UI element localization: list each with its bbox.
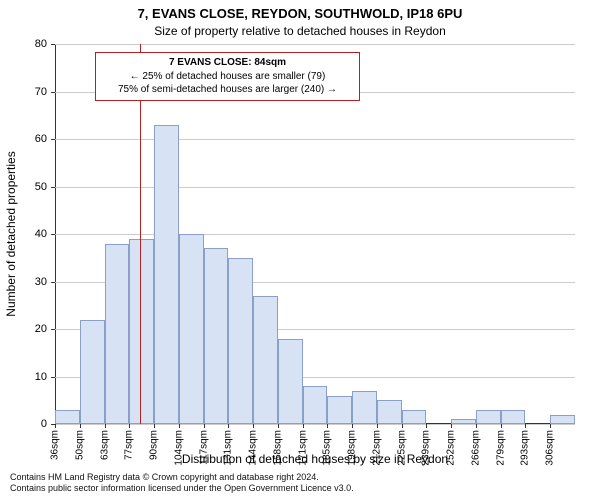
histogram-bar	[179, 234, 204, 424]
ytick-label: 20	[23, 323, 47, 335]
xtick-mark	[476, 424, 477, 428]
x-axis-label: Distribution of detached houses by size …	[55, 452, 575, 466]
info-box-line-smaller: ← 25% of detached houses are smaller (79…	[102, 70, 353, 84]
ytick-label: 0	[23, 418, 47, 430]
ytick-label: 80	[23, 38, 47, 50]
ytick-label: 60	[23, 133, 47, 145]
ytick-label: 70	[23, 86, 47, 98]
ytick-label: 50	[23, 181, 47, 193]
xtick-mark	[204, 424, 205, 428]
xtick-mark	[426, 424, 427, 428]
xtick-mark	[129, 424, 130, 428]
xtick-mark	[303, 424, 304, 428]
plot-area: 0102030405060708036sqm50sqm63sqm77sqm90s…	[55, 44, 575, 424]
info-box-line-larger: 75% of semi-detached houses are larger (…	[102, 83, 353, 97]
histogram-bar	[253, 296, 278, 424]
histogram-bar	[303, 386, 328, 424]
xtick-mark	[402, 424, 403, 428]
histogram-bar	[228, 258, 253, 424]
ytick-mark	[51, 329, 55, 330]
ytick-mark	[51, 187, 55, 188]
ytick-mark	[51, 234, 55, 235]
xtick-mark	[105, 424, 106, 428]
histogram-bar	[377, 400, 402, 424]
ytick-mark	[51, 92, 55, 93]
gridline	[55, 424, 575, 425]
ytick-mark	[51, 282, 55, 283]
credit-text: Contains HM Land Registry data © Crown c…	[10, 472, 590, 495]
histogram-bar	[451, 419, 476, 424]
ytick-label: 10	[23, 371, 47, 383]
gridline	[55, 234, 575, 235]
xtick-mark	[352, 424, 353, 428]
credit-line-1: Contains HM Land Registry data © Crown c…	[10, 472, 590, 483]
histogram-bar	[204, 248, 229, 424]
histogram-bar	[352, 391, 377, 424]
histogram-bar	[80, 320, 105, 425]
xtick-mark	[327, 424, 328, 428]
ytick-label: 40	[23, 228, 47, 240]
credit-line-2: Contains public sector information licen…	[10, 483, 590, 494]
y-axis-label: Number of detached properties	[4, 44, 18, 424]
histogram-bar	[278, 339, 303, 425]
histogram-bar	[402, 410, 427, 424]
xtick-mark	[179, 424, 180, 428]
histogram-bar	[129, 239, 154, 424]
histogram-bar	[476, 410, 501, 424]
histogram-bar	[327, 396, 352, 425]
chart-title: 7, EVANS CLOSE, REYDON, SOUTHWOLD, IP18 …	[0, 6, 600, 21]
ytick-mark	[51, 377, 55, 378]
property-size-chart: 7, EVANS CLOSE, REYDON, SOUTHWOLD, IP18 …	[0, 0, 600, 500]
xtick-mark	[451, 424, 452, 428]
ytick-mark	[51, 139, 55, 140]
gridline	[55, 44, 575, 45]
xtick-mark	[228, 424, 229, 428]
histogram-bar	[501, 410, 526, 424]
histogram-bar	[55, 410, 80, 424]
reference-marker-line	[140, 44, 141, 424]
ytick-mark	[51, 44, 55, 45]
xtick-mark	[154, 424, 155, 428]
chart-subtitle: Size of property relative to detached ho…	[0, 24, 600, 38]
xtick-mark	[80, 424, 81, 428]
gridline	[55, 187, 575, 188]
xtick-mark	[550, 424, 551, 428]
xtick-mark	[278, 424, 279, 428]
histogram-bar	[154, 125, 179, 424]
xtick-mark	[377, 424, 378, 428]
xtick-mark	[253, 424, 254, 428]
xtick-mark	[55, 424, 56, 428]
info-box-header: 7 EVANS CLOSE: 84sqm	[102, 56, 353, 70]
histogram-bar	[550, 415, 575, 425]
histogram-bar	[105, 244, 130, 425]
ytick-label: 30	[23, 276, 47, 288]
gridline	[55, 139, 575, 140]
info-annotation-box: 7 EVANS CLOSE: 84sqm← 25% of detached ho…	[95, 52, 360, 101]
xtick-mark	[501, 424, 502, 428]
xtick-mark	[525, 424, 526, 428]
